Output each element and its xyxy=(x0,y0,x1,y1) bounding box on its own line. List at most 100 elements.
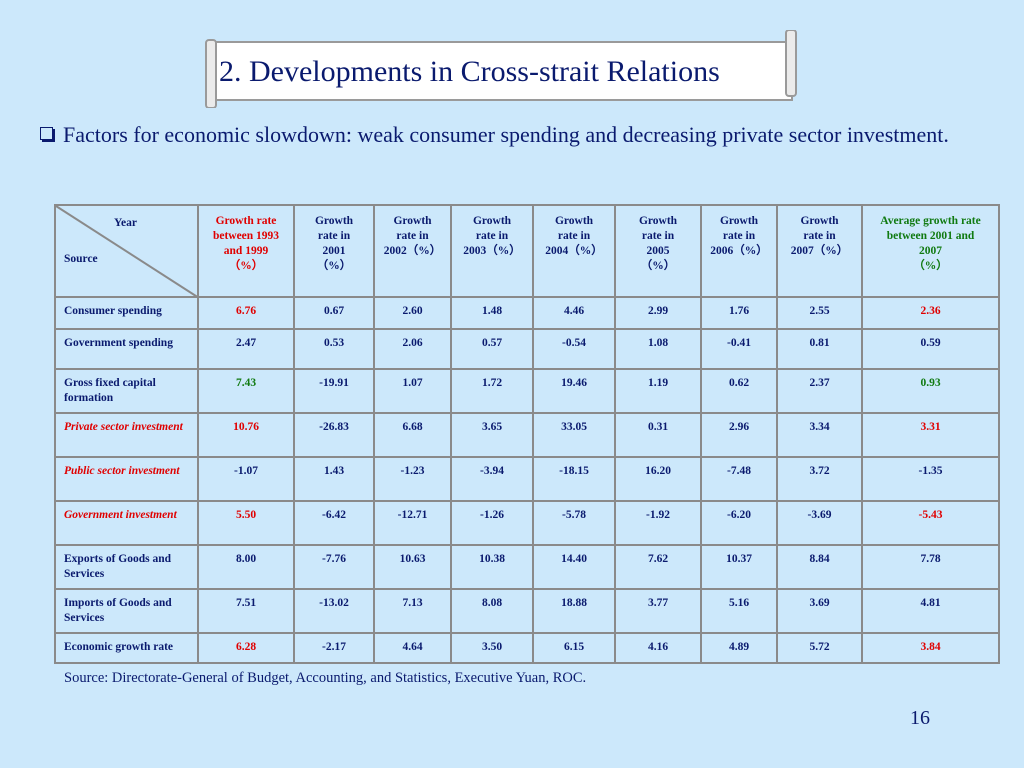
table-cell: -19.91 xyxy=(293,368,375,414)
row-label: Government spending xyxy=(54,328,199,370)
column-header-line: Growth xyxy=(800,215,839,227)
table-cell: 4.16 xyxy=(614,632,702,664)
column-header-6: Growth rate in 2005 （%） xyxy=(614,204,702,298)
column-header-5: Growth rate in 2004（%） xyxy=(532,204,616,298)
table-row: Government spending 2.47 0.53 2.06 0.57 -0.54… xyxy=(54,328,1000,370)
table-cell: -5.78 xyxy=(532,500,616,546)
slide-title: 2. Developments in Cross-strait Relation… xyxy=(219,55,720,88)
table-cell: -2.17 xyxy=(293,632,375,664)
column-header-line: rate in xyxy=(557,230,591,242)
column-header-1: Growth rate between 1993 and 1999 （%） xyxy=(197,204,295,298)
table-cell: 19.46 xyxy=(532,368,616,414)
table-cell: -18.15 xyxy=(532,456,616,502)
column-header-line: （%） xyxy=(228,260,264,272)
table-cell: 3.31 xyxy=(861,412,1000,458)
column-header-line: Growth xyxy=(719,215,759,227)
table-row: Consumer spending 6.76 0.67 2.60 1.48 4.46 2.9… xyxy=(54,296,1000,330)
corner-source-label: Source xyxy=(64,253,98,265)
table-cell: 0.59 xyxy=(861,328,1000,370)
column-header-line: Growth xyxy=(638,215,678,227)
column-header-8: Growth rate in 2007（%） xyxy=(776,204,863,298)
column-header-line: and 1999 xyxy=(223,245,269,257)
table-cell: -1.92 xyxy=(614,500,702,546)
row-label: Gross fixed capital formation xyxy=(54,368,199,414)
column-header-line: 2007（%） xyxy=(790,245,849,257)
table-cell: -6.42 xyxy=(293,500,375,546)
table-cell: 0.62 xyxy=(700,368,778,414)
table-cell: 7.43 xyxy=(197,368,295,414)
column-header-line: rate in xyxy=(803,230,836,242)
title-scroll-frame xyxy=(204,30,798,108)
column-header-line: rate in xyxy=(317,230,351,242)
table-cell: 0.93 xyxy=(861,368,1000,414)
table-row: Economic growth rate 6.28 -2.17 4.64 3.50 6.1… xyxy=(54,632,1000,664)
table-cell: 10.63 xyxy=(373,544,452,590)
table-cell: 6.28 xyxy=(197,632,295,664)
table-cell: 1.07 xyxy=(373,368,452,414)
column-header-3: Growth rate in 2002（%） xyxy=(373,204,452,298)
table-cell: 2.36 xyxy=(861,296,1000,330)
table-cell: 1.43 xyxy=(293,456,375,502)
table-cell: 4.64 xyxy=(373,632,452,664)
column-header-line: Growth xyxy=(314,215,354,227)
table-cell: 4.89 xyxy=(700,632,778,664)
table-cell: 6.68 xyxy=(373,412,452,458)
column-header-line: 2007 xyxy=(919,245,942,257)
column-header-line: 2006（%） xyxy=(710,245,768,257)
table-cell: 0.67 xyxy=(293,296,375,330)
column-header-4: Growth rate in 2003（%） xyxy=(450,204,534,298)
table-cell: 3.72 xyxy=(776,456,863,502)
table-cell: 10.38 xyxy=(450,544,534,590)
column-header-line: Growth xyxy=(472,215,512,227)
table-cell: 33.05 xyxy=(532,412,616,458)
row-label: Imports of Goods and Services xyxy=(54,588,199,634)
column-header-line: between 1993 xyxy=(212,230,280,242)
table-cell: 14.40 xyxy=(532,544,616,590)
table-cell: 1.76 xyxy=(700,296,778,330)
table-cell: 18.88 xyxy=(532,588,616,634)
table-cell: 8.00 xyxy=(197,544,295,590)
table-cell: 1.19 xyxy=(614,368,702,414)
column-header-line: between 2001 and xyxy=(886,230,975,242)
table-cell: -0.54 xyxy=(532,328,616,370)
table-cell: 2.47 xyxy=(197,328,295,370)
table-cell: -13.02 xyxy=(293,588,375,634)
column-header-line: Growth xyxy=(554,215,594,227)
table-cell: 0.81 xyxy=(776,328,863,370)
row-label: Government investment xyxy=(54,500,199,546)
scroll-banner-shape xyxy=(205,30,797,108)
table-cell: 10.76 xyxy=(197,412,295,458)
table-cell: 5.50 xyxy=(197,500,295,546)
column-header-line: rate in xyxy=(475,230,509,242)
table-cell: 6.15 xyxy=(532,632,616,664)
table-cell: -6.20 xyxy=(700,500,778,546)
table-cell: 1.48 xyxy=(450,296,534,330)
table-cell: 8.08 xyxy=(450,588,534,634)
table-cell: 7.78 xyxy=(861,544,1000,590)
table-cell: 8.84 xyxy=(776,544,863,590)
table-cell: 4.81 xyxy=(861,588,1000,634)
table-cell: 16.20 xyxy=(614,456,702,502)
table-row: Exports of Goods and Services 8.00 -7.76 10… xyxy=(54,544,1000,590)
source-note: Source: Directorate-General of Budget, A… xyxy=(64,670,587,686)
table-cell: 4.46 xyxy=(532,296,616,330)
table-cell: -3.94 xyxy=(450,456,534,502)
bullet-point: Factors for economic slowdown: weak cons… xyxy=(40,116,970,154)
column-header-line: Growth rate xyxy=(215,215,277,227)
column-header-line: 2003（%） xyxy=(463,245,521,257)
table-row: Imports of Goods and Services 7.51 -13.02 7… xyxy=(54,588,1000,634)
table-cell: 1.72 xyxy=(450,368,534,414)
column-header-2: Growth rate in 2001 （%） xyxy=(293,204,375,298)
table-cell: 3.50 xyxy=(450,632,534,664)
table-cell: -1.26 xyxy=(450,500,534,546)
table-cell: -7.76 xyxy=(293,544,375,590)
table-cell: -1.23 xyxy=(373,456,452,502)
table-cell: 7.62 xyxy=(614,544,702,590)
table-cell: -12.71 xyxy=(373,500,452,546)
column-header-line: 2002（%） xyxy=(383,245,442,257)
column-header-line: （%） xyxy=(316,260,352,272)
column-header-line: 2004（%） xyxy=(545,245,603,257)
table-cell: 0.57 xyxy=(450,328,534,370)
column-header-line: 2005 xyxy=(646,245,670,257)
table-cell: -7.48 xyxy=(700,456,778,502)
